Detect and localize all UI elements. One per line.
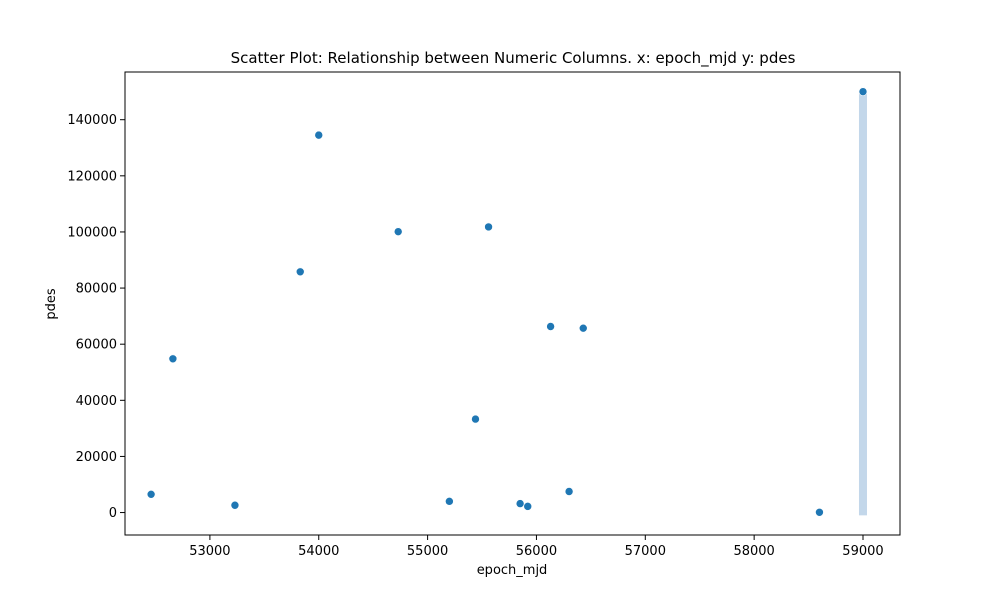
chart-title: Scatter Plot: Relationship between Numer… xyxy=(231,49,796,68)
y-tick-label: 60000 xyxy=(76,338,117,353)
x-tick-label: 55000 xyxy=(407,544,448,559)
uncertainty-band-layer xyxy=(858,91,867,516)
y-axis-ticks: 0 20000 40000 60000 80000 100000 120000 140000 xyxy=(67,113,125,521)
data-point xyxy=(168,354,178,364)
data-point xyxy=(314,130,324,140)
data-point xyxy=(471,414,480,424)
x-tick-label: 57000 xyxy=(625,544,666,559)
y-tick-label: 120000 xyxy=(67,169,117,184)
data-point xyxy=(578,323,588,333)
data-point xyxy=(295,267,305,277)
x-tick-label: 56000 xyxy=(516,544,557,559)
y-tick-label: 20000 xyxy=(76,450,117,465)
data-point xyxy=(393,227,403,236)
data-point xyxy=(858,87,868,96)
y-axis-label: pdes xyxy=(44,288,59,320)
data-point xyxy=(564,487,574,496)
y-tick-label: 0 xyxy=(109,506,117,521)
data-point xyxy=(523,502,533,511)
data-point xyxy=(230,500,240,510)
plot-frame xyxy=(124,71,901,536)
y-tick-label: 40000 xyxy=(76,394,117,409)
x-axis-label: epoch_mjd xyxy=(477,563,548,578)
points-layer xyxy=(146,87,868,517)
data-point xyxy=(146,490,156,499)
data-point xyxy=(546,322,555,331)
x-tick-label: 59000 xyxy=(842,544,883,559)
data-point xyxy=(445,497,454,506)
y-tick-label: 140000 xyxy=(67,113,117,128)
y-tick-label: 80000 xyxy=(76,282,117,297)
uncertainty-band xyxy=(858,91,867,516)
data-point xyxy=(484,222,493,232)
data-point xyxy=(815,507,824,517)
x-axis-ticks: 53000 54000 55000 56000 57000 58000 59000 xyxy=(189,535,884,559)
data-point xyxy=(515,499,525,508)
x-tick-label: 58000 xyxy=(733,544,774,559)
x-tick-label: 53000 xyxy=(189,544,230,559)
y-tick-label: 100000 xyxy=(67,225,117,240)
x-tick-label: 54000 xyxy=(298,544,339,559)
